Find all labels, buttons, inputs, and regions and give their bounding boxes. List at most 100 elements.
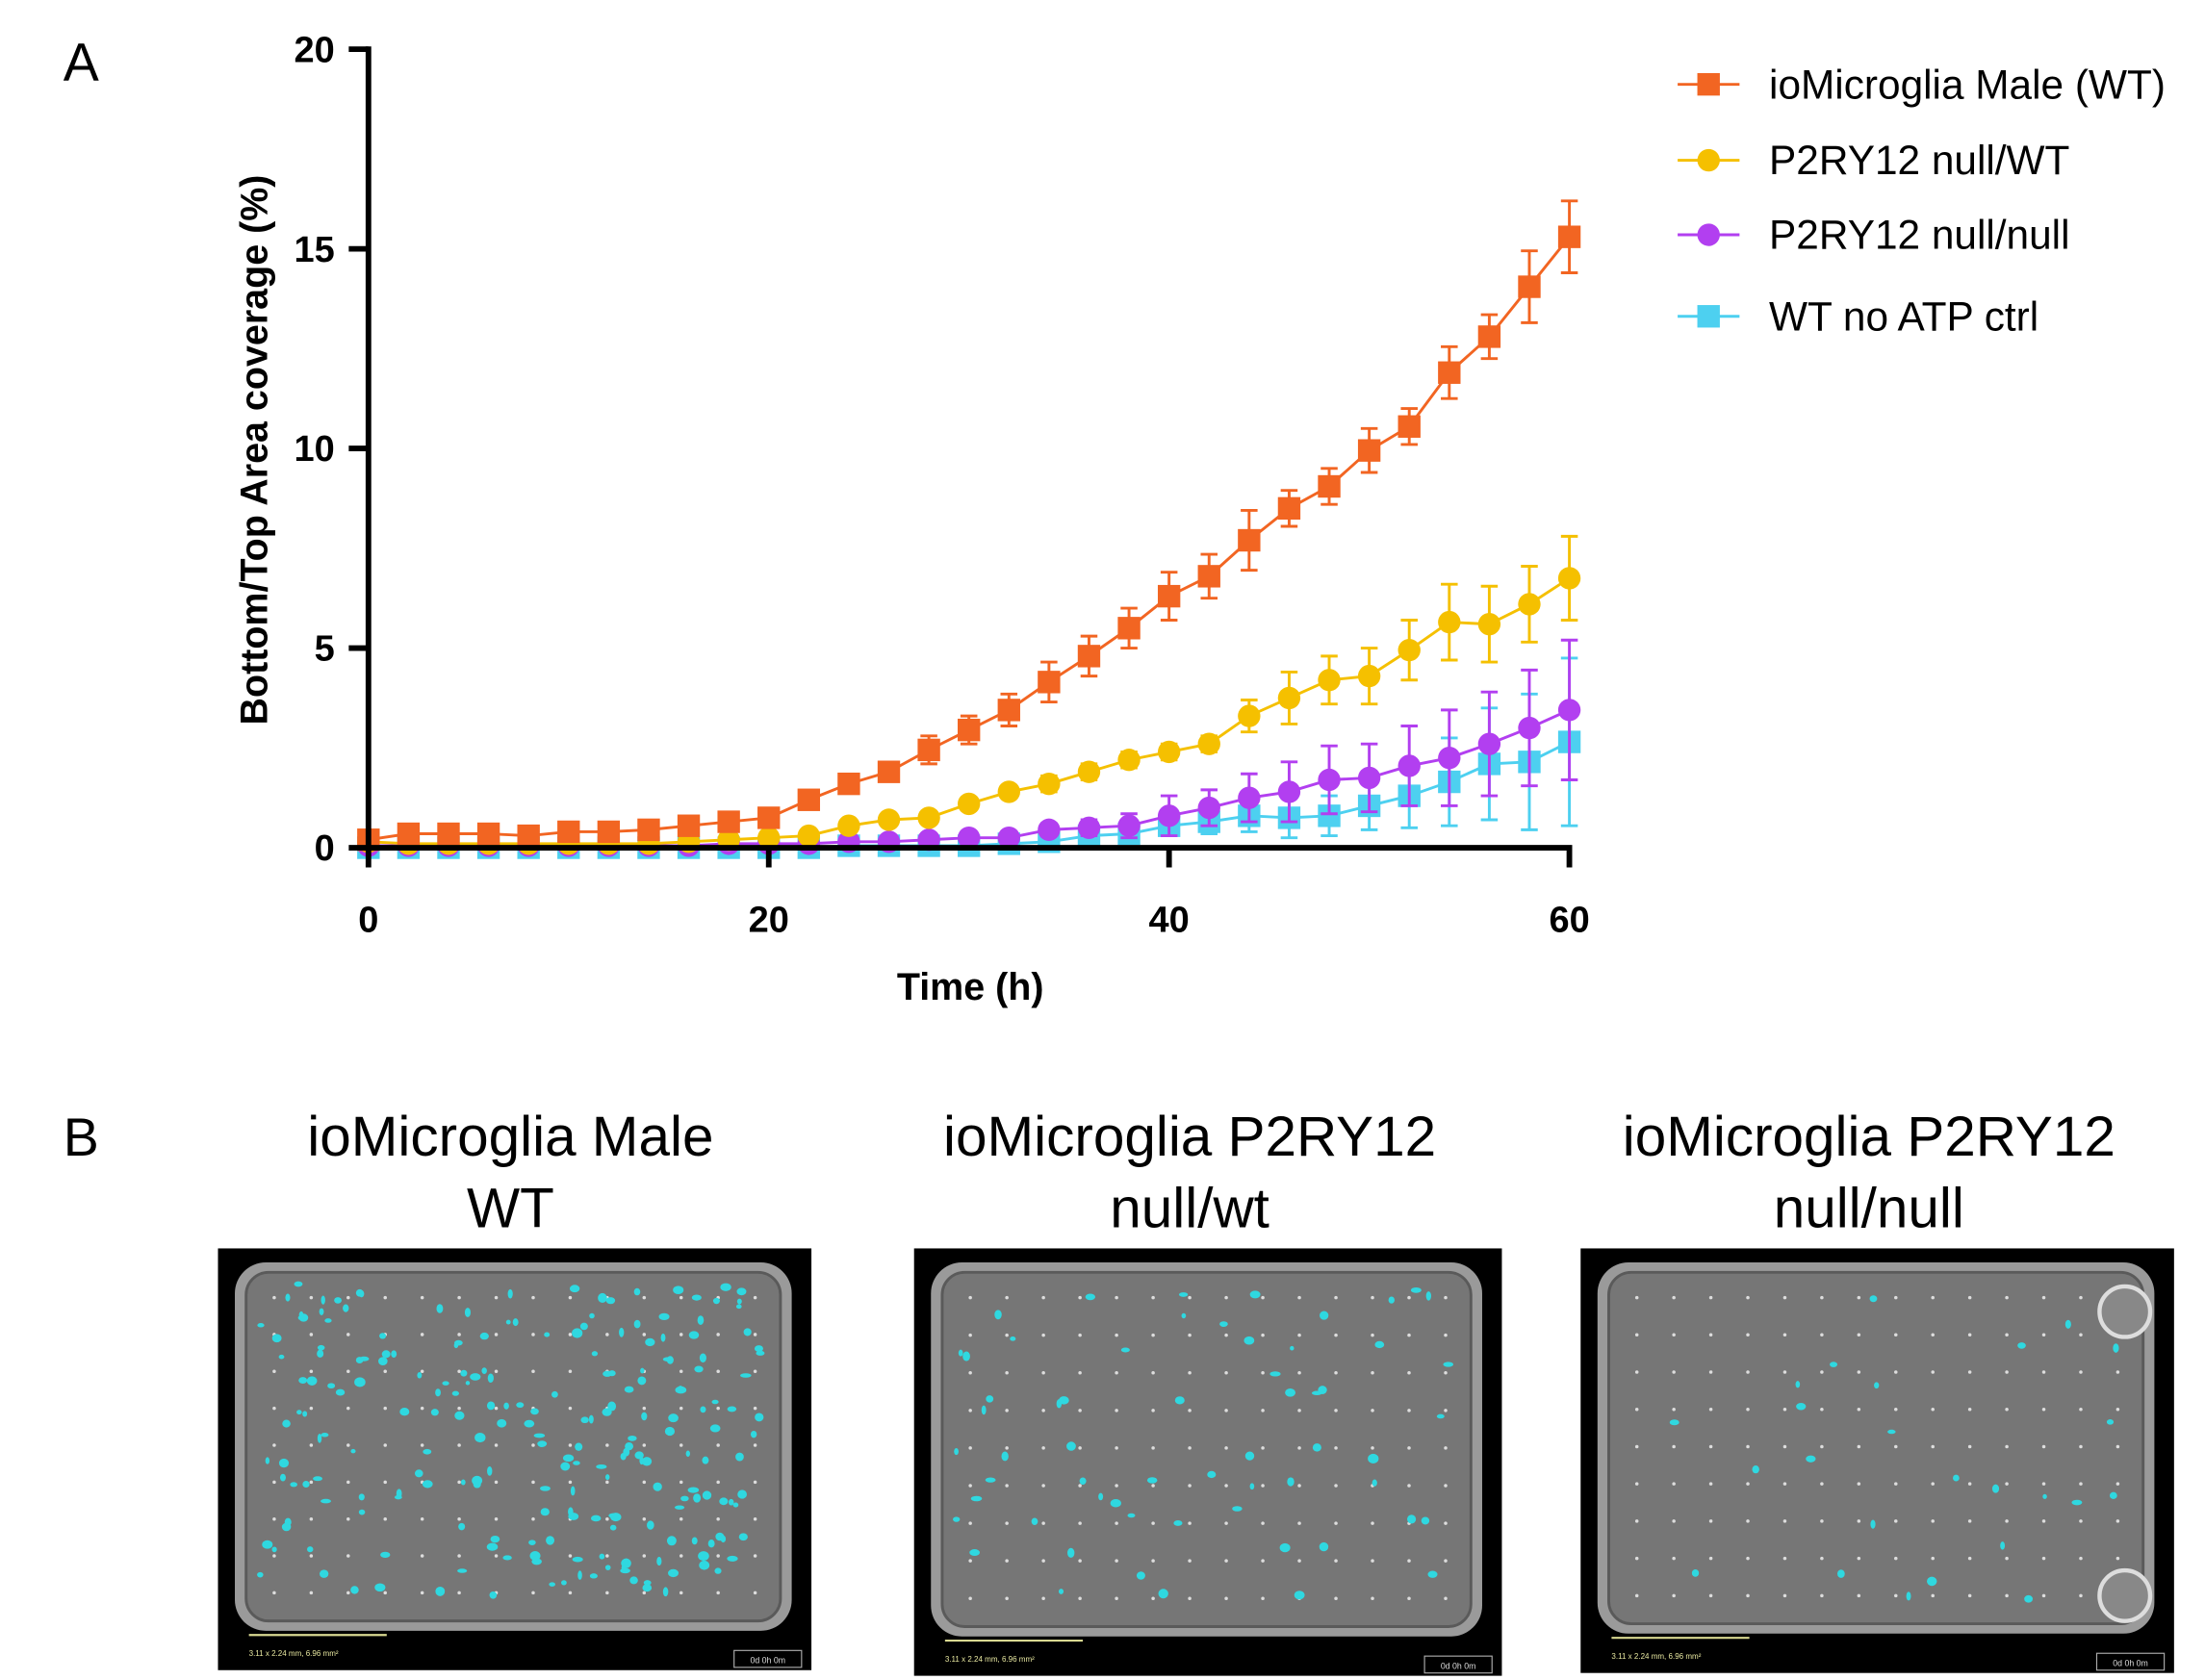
grid-dot xyxy=(1672,1295,1676,1300)
cell xyxy=(668,1413,679,1423)
grid-dot xyxy=(1005,1370,1009,1375)
grid-dot xyxy=(494,1443,499,1447)
cell xyxy=(640,1367,645,1374)
micrograph-1: ioMicroglia P2RY12 null/wt 3.11 x 2.24 mm,… xyxy=(913,1106,1502,1676)
cell xyxy=(2113,1343,2119,1353)
grid-dot xyxy=(346,1591,350,1595)
y-tick-label: 0 xyxy=(315,828,335,869)
cell xyxy=(1837,1569,1845,1578)
cell xyxy=(2071,1499,2083,1506)
data-point xyxy=(1077,645,1101,668)
cell xyxy=(470,1373,481,1381)
grid-dot xyxy=(1931,1333,1935,1337)
cell xyxy=(317,1344,325,1351)
cell xyxy=(1869,1295,1878,1303)
grid-dot xyxy=(1967,1295,1972,1300)
grid-dot xyxy=(1967,1333,1972,1337)
grid-dot xyxy=(1857,1519,1861,1523)
scale-text: 3.11 x 2.24 mm, 6.96 mm² xyxy=(249,1649,339,1658)
grid-dot xyxy=(420,1591,424,1595)
grid-dot xyxy=(2005,1407,2009,1412)
cell xyxy=(458,1522,466,1531)
cell xyxy=(2000,1541,2006,1550)
grid-dot xyxy=(605,1333,609,1336)
data-point xyxy=(1318,669,1341,692)
grid-dot xyxy=(1894,1556,1898,1561)
grid-dot xyxy=(1746,1333,1750,1337)
grid-dot xyxy=(1005,1409,1009,1413)
cell xyxy=(712,1297,720,1305)
cell xyxy=(474,1433,486,1443)
cell xyxy=(290,1482,297,1488)
grid-dot xyxy=(1820,1519,1824,1523)
grid-dot xyxy=(1334,1559,1338,1563)
data-point xyxy=(1157,740,1181,764)
data-point xyxy=(997,826,1020,850)
grid-dot xyxy=(2041,1407,2046,1412)
grid-dot xyxy=(2079,1407,2083,1412)
cell xyxy=(378,1357,388,1366)
cell xyxy=(324,1318,332,1323)
data-point xyxy=(1357,439,1381,462)
data-point xyxy=(917,806,940,829)
grid-dot xyxy=(1820,1482,1824,1486)
grid-dot xyxy=(1444,1446,1448,1450)
grid-dot xyxy=(1407,1370,1411,1375)
grid-dot xyxy=(1857,1370,1861,1374)
cell xyxy=(354,1377,366,1387)
cell xyxy=(481,1367,487,1374)
cell xyxy=(1001,1451,1009,1462)
scale-text: 3.11 x 2.24 mm, 6.96 mm² xyxy=(1611,1652,1701,1661)
legend-label: P2RY12 null/null xyxy=(1769,213,2069,258)
grid-dot xyxy=(679,1443,683,1447)
cell xyxy=(1991,1484,2000,1493)
cell xyxy=(750,1430,757,1438)
cell xyxy=(1796,1403,1807,1411)
grid-dot xyxy=(1261,1333,1265,1337)
grid-dot xyxy=(1188,1484,1192,1488)
grid-dot xyxy=(1782,1333,1787,1337)
cell xyxy=(497,1418,507,1428)
micrograph-title: ioMicroglia P2RY12 xyxy=(1623,1106,2115,1168)
grid-dot xyxy=(494,1554,499,1558)
grid-dot xyxy=(1224,1409,1228,1413)
cell xyxy=(313,1476,322,1482)
grid-dot xyxy=(1151,1521,1155,1525)
grid-dot xyxy=(605,1443,609,1447)
grid-dot xyxy=(2041,1519,2046,1523)
grid-dot xyxy=(1151,1333,1155,1337)
grid-dot xyxy=(716,1443,720,1447)
x-tick-label: 40 xyxy=(1149,901,1190,941)
grid-dot xyxy=(1005,1333,1009,1337)
grid-dot xyxy=(494,1516,499,1521)
data-point xyxy=(1318,768,1341,792)
cell xyxy=(285,1293,291,1302)
grid-dot xyxy=(1261,1559,1265,1563)
grid-dot xyxy=(420,1369,424,1374)
cell xyxy=(739,1373,752,1378)
grid-dot xyxy=(346,1333,350,1336)
scale-text: 3.11 x 2.24 mm, 6.96 mm² xyxy=(945,1655,1035,1664)
x-axis-label: Time (h) xyxy=(897,966,1044,1008)
cell xyxy=(625,1441,634,1451)
cell xyxy=(284,1517,292,1527)
grid-dot xyxy=(679,1333,683,1336)
grid-dot xyxy=(1115,1559,1118,1563)
cell xyxy=(1830,1362,1838,1367)
grid-dot xyxy=(1931,1556,1935,1561)
grid-dot xyxy=(1820,1295,1824,1300)
grid-dot xyxy=(642,1516,647,1521)
data-point xyxy=(437,822,460,846)
cell xyxy=(544,1332,551,1337)
data-point xyxy=(1477,325,1501,348)
cell xyxy=(279,1473,286,1482)
grid-dot xyxy=(2041,1444,2046,1449)
grid-dot xyxy=(1224,1596,1228,1601)
grid-dot xyxy=(1078,1484,1082,1488)
cell xyxy=(735,1304,742,1310)
cell xyxy=(1249,1483,1255,1490)
cell xyxy=(2109,1491,2117,1499)
grid-dot xyxy=(531,1516,535,1521)
legend-marker xyxy=(1697,305,1720,328)
cell xyxy=(598,1292,607,1303)
